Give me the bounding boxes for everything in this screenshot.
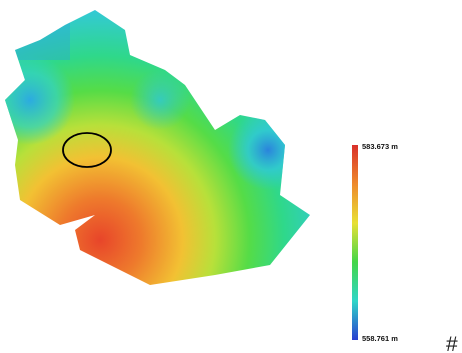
colorbar-max-label: 583.673 m	[362, 142, 398, 151]
map-view: 583.673 m 558.761 m #	[0, 0, 462, 353]
colorbar-min-label: 558.761 m	[362, 334, 398, 343]
elevation-surface	[0, 0, 320, 300]
corner-mark: #	[446, 333, 458, 353]
colorbar	[352, 145, 358, 340]
